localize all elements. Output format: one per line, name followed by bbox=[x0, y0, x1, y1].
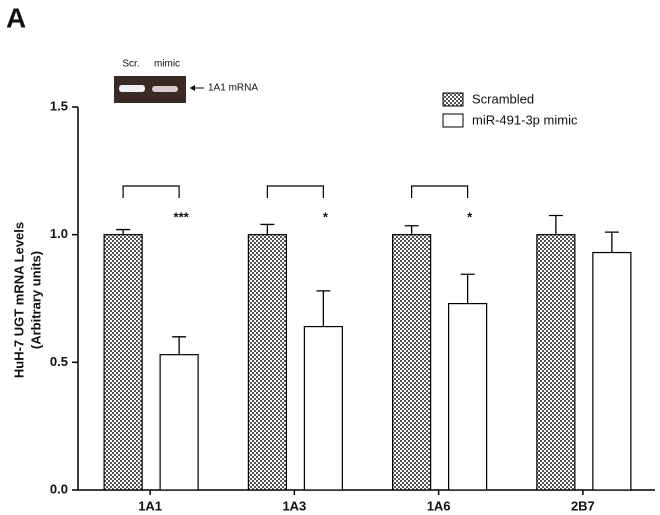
inset-label: 1A1 mRNA bbox=[208, 83, 258, 94]
bar bbox=[536, 234, 576, 491]
legend-swatch bbox=[442, 92, 464, 107]
bracket bbox=[266, 185, 324, 198]
significance: * bbox=[467, 209, 473, 224]
arrow-head bbox=[190, 85, 195, 91]
y-axis-title: HuH-7 UGT mRNA Levels bbox=[11, 222, 26, 378]
bar bbox=[303, 325, 343, 491]
y-tick-label: 1.5 bbox=[50, 98, 68, 113]
error-bar bbox=[172, 336, 187, 355]
y-tick-label: 0.5 bbox=[50, 354, 68, 369]
error-bar bbox=[548, 214, 563, 235]
significance: * bbox=[323, 209, 329, 224]
x-tick-label: 1A3 bbox=[282, 498, 306, 513]
error-bar bbox=[460, 273, 475, 304]
error-bar bbox=[260, 223, 275, 235]
y-tick-label: 0.0 bbox=[50, 481, 68, 496]
bar bbox=[103, 234, 143, 491]
bracket bbox=[122, 185, 180, 198]
lane-label: mimic bbox=[154, 59, 180, 70]
error-bar bbox=[116, 228, 131, 235]
x-tick-label: 2B7 bbox=[571, 498, 595, 513]
legend-label: Scrambled bbox=[472, 91, 534, 106]
legend-label: miR-491-3p mimic bbox=[472, 112, 578, 127]
legend-swatch bbox=[442, 113, 464, 128]
bar bbox=[159, 354, 199, 491]
gel-inset: Scr. mimic 1A1 mRNA bbox=[114, 59, 258, 103]
bracket bbox=[411, 185, 469, 198]
bar bbox=[247, 234, 287, 491]
bar bbox=[592, 251, 632, 491]
gel-band bbox=[152, 86, 178, 92]
x-tick-label: 1A6 bbox=[427, 498, 451, 513]
y-tick-label: 1.0 bbox=[50, 226, 68, 241]
panel-label: A bbox=[6, 2, 26, 33]
x-tick-label: 1A1 bbox=[138, 498, 162, 513]
significance: *** bbox=[174, 209, 190, 224]
error-bar bbox=[404, 225, 419, 235]
bar bbox=[448, 303, 488, 491]
bar bbox=[392, 234, 432, 491]
error-bar bbox=[604, 231, 619, 253]
error-bar bbox=[316, 290, 331, 327]
y-axis-title: (Arbitrary units) bbox=[28, 251, 43, 349]
lane-label: Scr. bbox=[122, 59, 139, 70]
gel-band bbox=[119, 85, 145, 92]
